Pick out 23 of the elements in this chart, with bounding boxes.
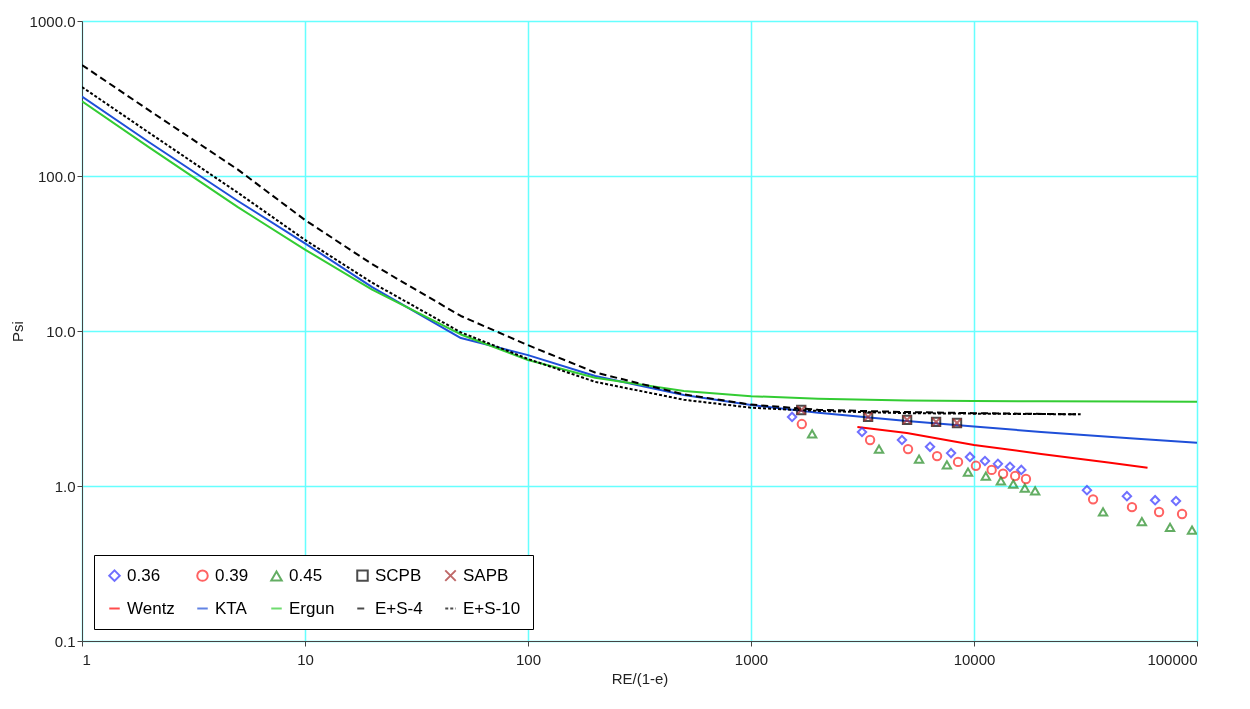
y-tick-label: 100.0 [37,167,76,185]
legend-label: Wentz [127,598,175,618]
x-tick-label: 10000 [953,650,996,668]
x-tick-label: 100 [515,650,542,668]
legend-label: E+S-4 [375,598,423,618]
y-tick-label: 1.0 [54,477,76,495]
legend-label: SAPB [463,565,509,585]
x-tick-label: 100000 [1147,650,1198,668]
y-tick-label: 0.1 [54,632,76,650]
legend-label: 0.39 [215,565,249,585]
x-axis-title: RE/(1-e) [611,669,669,687]
legend-label: 0.45 [289,565,323,585]
legend-label: KTA [215,598,248,618]
legend-label: E+S-10 [463,598,521,618]
x-tick-label: 1 [82,650,91,668]
legend-label: SCPB [375,565,422,585]
x-tick-label: 10 [297,650,314,668]
y-tick-label: 1000.0 [29,12,76,30]
legend-label: 0.36 [127,565,161,585]
legend-label: Ergun [289,598,335,618]
y-axis-title: Psi [8,321,26,342]
y-tick-label: 10.0 [46,322,76,340]
x-tick-label: 1000 [734,650,769,668]
